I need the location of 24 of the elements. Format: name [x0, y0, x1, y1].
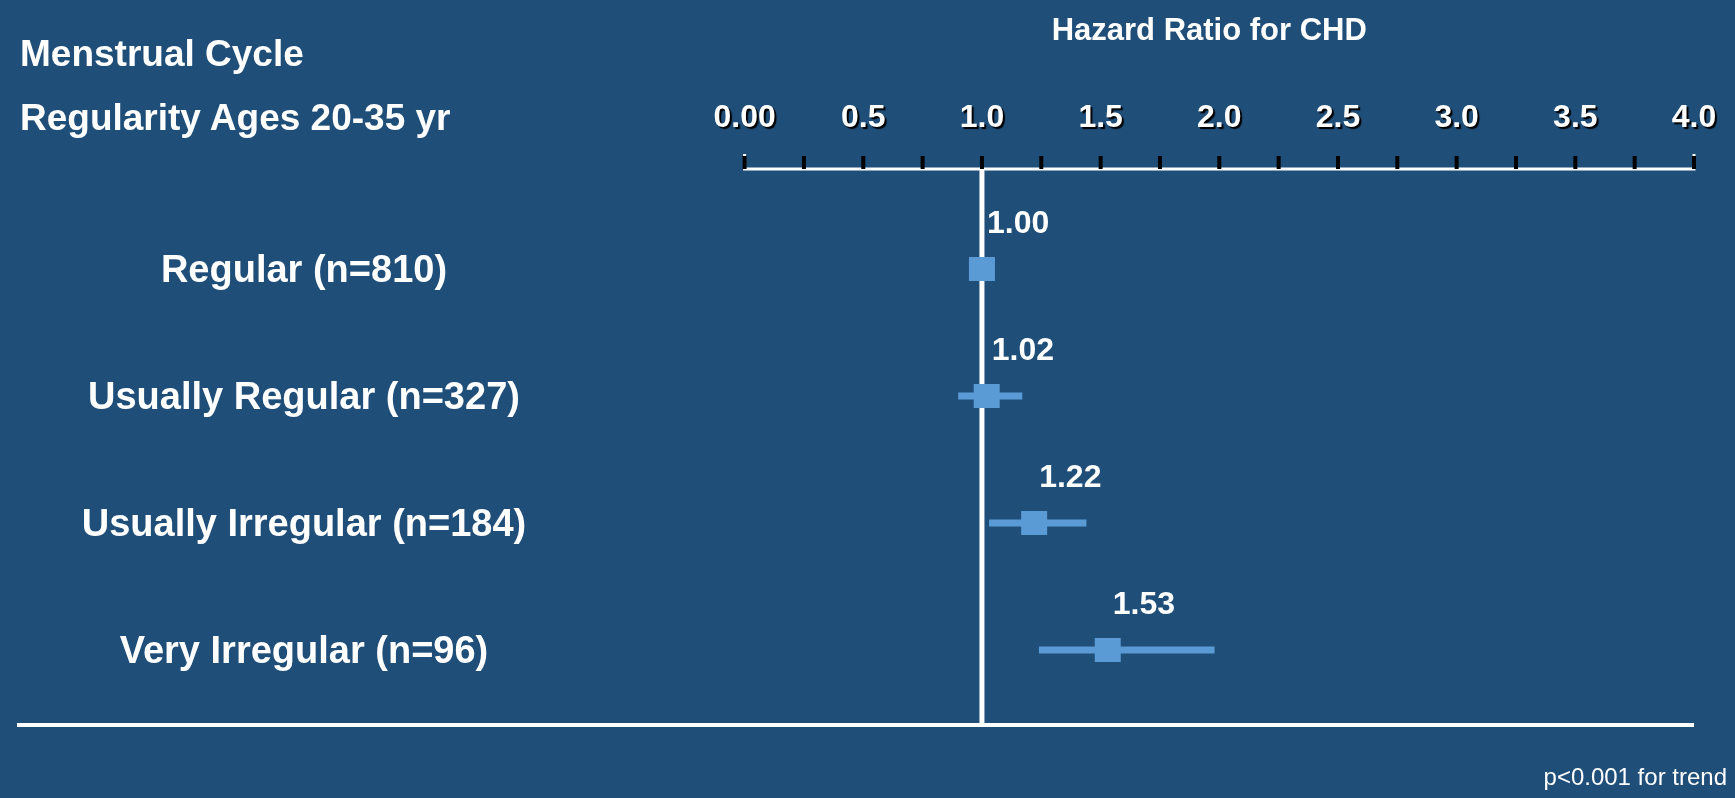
point — [968, 257, 995, 281]
data-label: 1.02 — [991, 331, 1054, 367]
y-tick-label: Usually Irregular (n=184) — [81, 502, 527, 544]
text: Menstrual Cycle Regularity Ages 20-35 yr — [20, 33, 451, 138]
x-tick-label: 4.0 — [1671, 98, 1717, 134]
y-tick-label: Regular (n=810) — [160, 248, 448, 290]
y-tick-label: Usually Regular (n=327) — [88, 375, 520, 417]
x-tick-label: 0.00 — [713, 98, 776, 134]
x-tick-label: 2.5 — [1315, 98, 1361, 134]
y-tick-label: Very Irregular (n=96) — [119, 629, 489, 671]
x-axis-title: Hazard Ratio for CHD — [1051, 12, 1367, 47]
data-label: 1.22 — [1039, 458, 1102, 494]
point — [973, 384, 1000, 408]
x-tick-label: 2.0 — [1197, 98, 1242, 134]
x-tick-label: 0.5 — [841, 98, 886, 134]
point — [1094, 638, 1121, 662]
data-label: 1.00 — [986, 204, 1050, 240]
data-label: 1.53 — [1112, 585, 1176, 621]
x-tick-label: 1.0 — [959, 98, 1005, 134]
x-tick-label: 3.5 — [1553, 98, 1598, 134]
x-tick-label: 1.5 — [1078, 98, 1123, 134]
text: p<0.001 for trend — [1543, 763, 1727, 790]
x-tick-label: 3.0 — [1434, 98, 1479, 134]
point — [1021, 511, 1048, 535]
